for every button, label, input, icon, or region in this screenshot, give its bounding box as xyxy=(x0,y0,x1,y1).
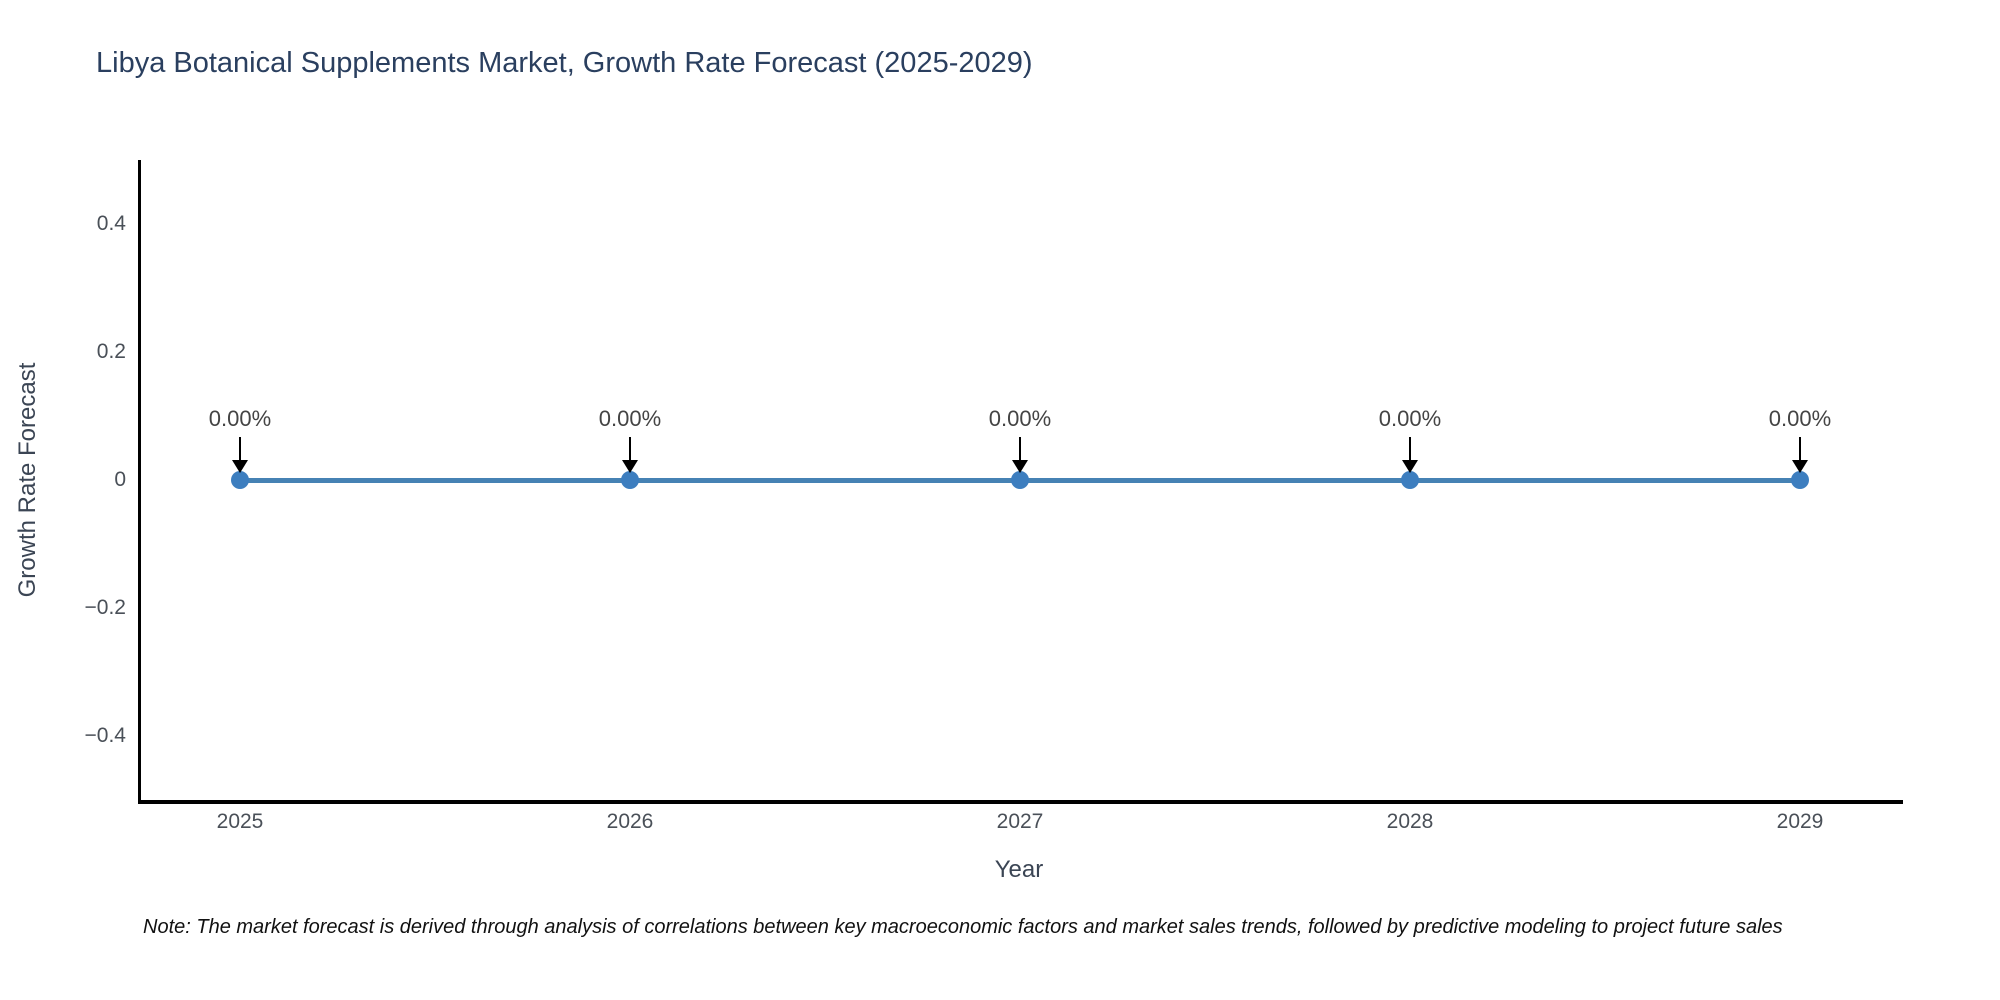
annotation-arrow xyxy=(1409,437,1411,462)
chart-title: Libya Botanical Supplements Market, Grow… xyxy=(96,47,1033,79)
annotation-label: 0.00% xyxy=(598,406,662,431)
data-point-marker xyxy=(1011,471,1029,489)
data-point-marker xyxy=(621,471,639,489)
annotation-arrow xyxy=(629,437,631,462)
x-tick-label: 2026 xyxy=(606,810,654,833)
plot-area xyxy=(138,160,1903,804)
annotation-arrowhead xyxy=(1012,460,1028,473)
data-point-marker xyxy=(1791,471,1809,489)
annotation-label: 0.00% xyxy=(208,406,272,431)
footnote: Note: The market forecast is derived thr… xyxy=(143,916,1783,938)
y-tick-label: 0 xyxy=(114,468,126,491)
annotation-arrow xyxy=(239,437,241,462)
x-tick-label: 2025 xyxy=(216,810,264,833)
x-axis-title: Year xyxy=(994,856,1044,883)
y-tick-label: 0.2 xyxy=(96,340,126,363)
x-tick-label: 2028 xyxy=(1386,810,1434,833)
y-tick-label: −0.4 xyxy=(84,724,126,747)
data-point-marker xyxy=(231,471,249,489)
y-tick-label: 0.4 xyxy=(96,212,126,235)
annotation-label: 0.00% xyxy=(1768,406,1832,431)
data-point-marker xyxy=(1401,471,1419,489)
annotation-arrow xyxy=(1799,437,1801,462)
annotation-label: 0.00% xyxy=(988,406,1052,431)
annotation-arrowhead xyxy=(1402,460,1418,473)
x-tick-label: 2027 xyxy=(996,810,1044,833)
x-tick-label: 2029 xyxy=(1776,810,1824,833)
y-tick-label: −0.2 xyxy=(84,596,126,619)
annotation-arrowhead xyxy=(232,460,248,473)
annotation-arrowhead xyxy=(1792,460,1808,473)
annotation-arrow xyxy=(1019,437,1021,462)
annotation-label: 0.00% xyxy=(1378,406,1442,431)
annotation-arrowhead xyxy=(622,460,638,473)
